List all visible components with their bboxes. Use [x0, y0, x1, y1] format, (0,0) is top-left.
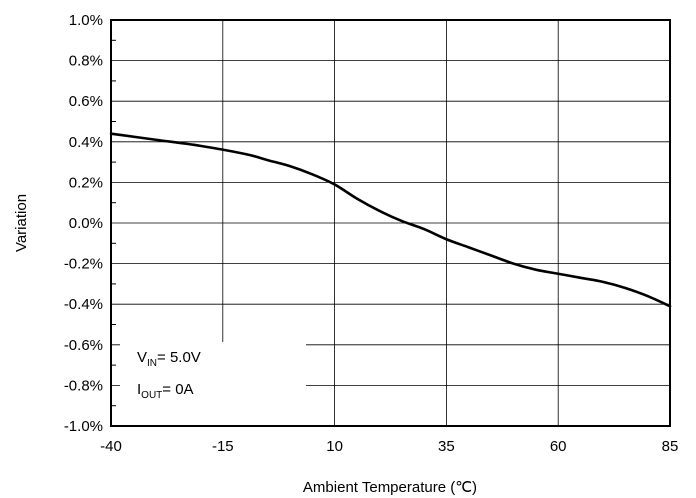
legend-vin-rest: = 5.0V: [157, 349, 201, 366]
legend-iout: IOUT= 0A: [137, 381, 194, 401]
y-axis-title: Variation: [13, 194, 30, 252]
y-tick-label: 0.2%: [69, 174, 103, 191]
legend-vin-sub: IN: [147, 358, 157, 369]
y-tick-label: 0.4%: [69, 134, 103, 151]
y-tick-label: 0.0%: [69, 215, 103, 232]
y-tick-label: 0.6%: [69, 93, 103, 110]
x-tick-label: 35: [438, 438, 455, 455]
y-tick-label: -0.4%: [64, 296, 103, 313]
x-tick-label: 60: [550, 438, 567, 455]
legend-vin: VIN= 5.0V: [137, 349, 201, 369]
y-tick-labels: 1.0% 0.8% 0.6% 0.4% 0.2% 0.0% -0.2% -0.4% -0.6% -…: [64, 12, 103, 435]
legend-box: [120, 342, 306, 426]
grid: [111, 20, 670, 426]
y-tick-label: 1.0%: [69, 12, 103, 29]
x-tick-label: -15: [212, 438, 234, 455]
y-tick-label: -1.0%: [64, 418, 103, 435]
x-tick-labels: -40 -15 10 35 60 85: [100, 438, 678, 455]
x-axis-title: Ambient Temperature (℃): [303, 479, 477, 496]
x-tick-label: -40: [100, 438, 122, 455]
plot-frame: [110, 19, 671, 427]
legend-iout-rest: = 0A: [162, 381, 193, 398]
x-tick-label: 10: [326, 438, 343, 455]
x-tick-label: 85: [662, 438, 679, 455]
y-tick-label: 0.8%: [69, 53, 103, 70]
series-line: [109, 132, 672, 308]
y-tick-label: -0.8%: [64, 377, 103, 394]
legend-vin-main: V: [137, 349, 147, 366]
y-tick-label: -0.2%: [64, 256, 103, 273]
legend-iout-sub: OUT: [141, 390, 162, 401]
legend-iout-main: I: [137, 381, 141, 398]
y-tick-label: -0.6%: [64, 337, 103, 354]
